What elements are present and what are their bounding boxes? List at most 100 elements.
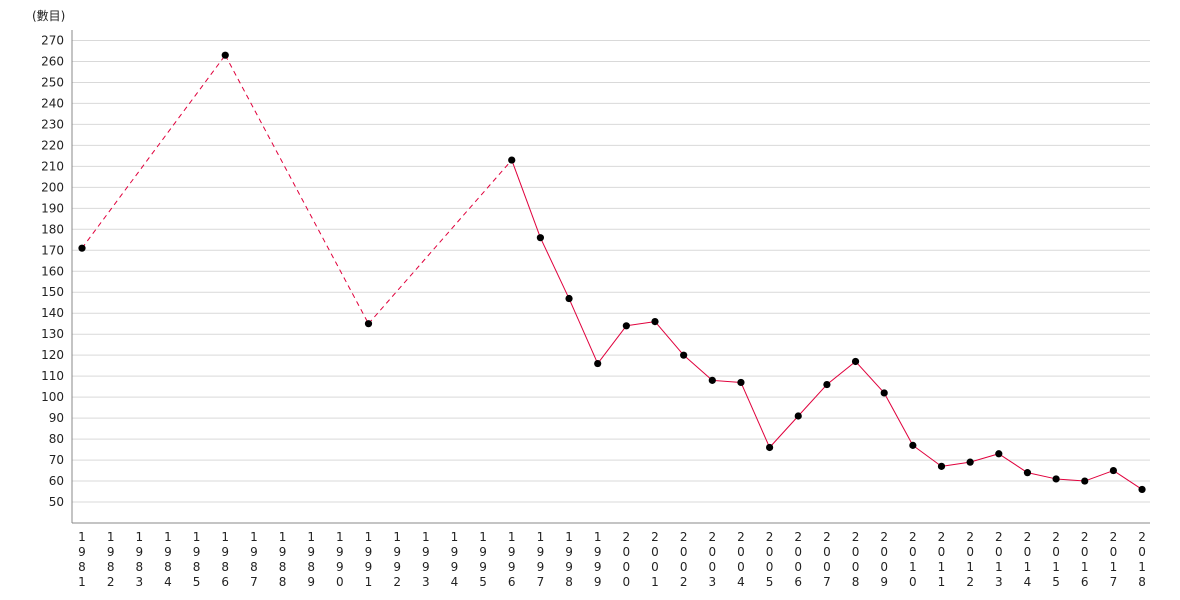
data-point xyxy=(937,462,946,470)
y-tick-label: 270 xyxy=(41,33,64,47)
y-tick-label: 140 xyxy=(41,306,64,320)
data-point xyxy=(880,389,888,397)
y-tick-label: 240 xyxy=(41,96,64,110)
line-segment xyxy=(998,453,1028,474)
line-segment xyxy=(1027,472,1057,480)
line-segment xyxy=(712,379,741,383)
data-point xyxy=(995,450,1003,458)
line-segment xyxy=(597,325,627,364)
data-point xyxy=(1023,469,1032,477)
line-segment xyxy=(626,321,656,327)
axes xyxy=(71,30,1150,524)
series-points xyxy=(78,51,1146,494)
x-axis-ticks: 1 9 8 1 1 9 8 2 1 9 8 3 1 9 8 4 1 9 8 5 1 9 8 6 1 9 8 7 1 9 8 8 1 9 8 9 1 9 9 0… xyxy=(78,530,1146,589)
data-point xyxy=(708,376,716,384)
y-tick-label: 90 xyxy=(49,411,64,425)
y-axis-unit-label: (數目) xyxy=(32,9,65,23)
data-point xyxy=(1109,466,1117,475)
line-segment xyxy=(1084,470,1114,482)
line-segment xyxy=(539,237,570,299)
line-segment xyxy=(826,361,856,385)
line-segment xyxy=(912,444,942,467)
line-segment xyxy=(683,354,713,381)
y-tick-label: 70 xyxy=(49,453,64,467)
gridlines xyxy=(72,39,1150,503)
data-point xyxy=(851,357,860,366)
y-tick-label: 210 xyxy=(41,159,64,173)
line-segment xyxy=(797,384,828,417)
data-point xyxy=(1052,475,1060,483)
line-segment xyxy=(769,415,799,448)
line-segment xyxy=(740,382,771,448)
y-tick-label: 50 xyxy=(49,495,64,509)
line-segment xyxy=(970,453,999,463)
line-segment xyxy=(81,54,226,249)
data-point xyxy=(680,351,688,359)
data-point xyxy=(364,320,373,328)
data-point xyxy=(766,443,774,452)
y-tick-label: 180 xyxy=(41,222,64,236)
line-segment xyxy=(368,159,513,325)
data-point xyxy=(1081,477,1089,485)
y-tick-label: 250 xyxy=(41,75,64,89)
data-point xyxy=(78,244,86,252)
data-point xyxy=(536,234,545,242)
data-point xyxy=(221,51,229,59)
data-point xyxy=(966,458,974,466)
data-point xyxy=(594,359,602,368)
line-segment xyxy=(511,159,541,238)
y-tick-label: 110 xyxy=(41,369,64,383)
y-axis-ticks: 50 60 70 80 90 100 110 120 130 140 150 160 170 180 190… xyxy=(41,33,64,509)
series-line xyxy=(81,54,1143,490)
y-tick-label: 100 xyxy=(41,390,64,404)
y-tick-label: 200 xyxy=(41,180,64,194)
line-segment xyxy=(568,298,599,364)
y-tick-label: 220 xyxy=(41,138,64,152)
data-point xyxy=(565,294,573,303)
y-tick-label: 160 xyxy=(41,264,64,278)
data-point xyxy=(909,441,917,449)
y-tick-label: 130 xyxy=(41,327,64,341)
y-tick-label: 80 xyxy=(49,432,64,446)
data-point xyxy=(508,156,516,164)
y-tick-label: 260 xyxy=(41,54,64,68)
line-segment xyxy=(654,321,685,356)
y-tick-label: 120 xyxy=(41,348,64,362)
y-tick-label: 60 xyxy=(49,474,64,488)
line-segment xyxy=(1056,478,1085,482)
y-tick-label: 190 xyxy=(41,201,64,215)
y-tick-label: 150 xyxy=(41,285,64,299)
line-segment xyxy=(224,54,369,324)
y-tick-label: 170 xyxy=(41,243,64,257)
